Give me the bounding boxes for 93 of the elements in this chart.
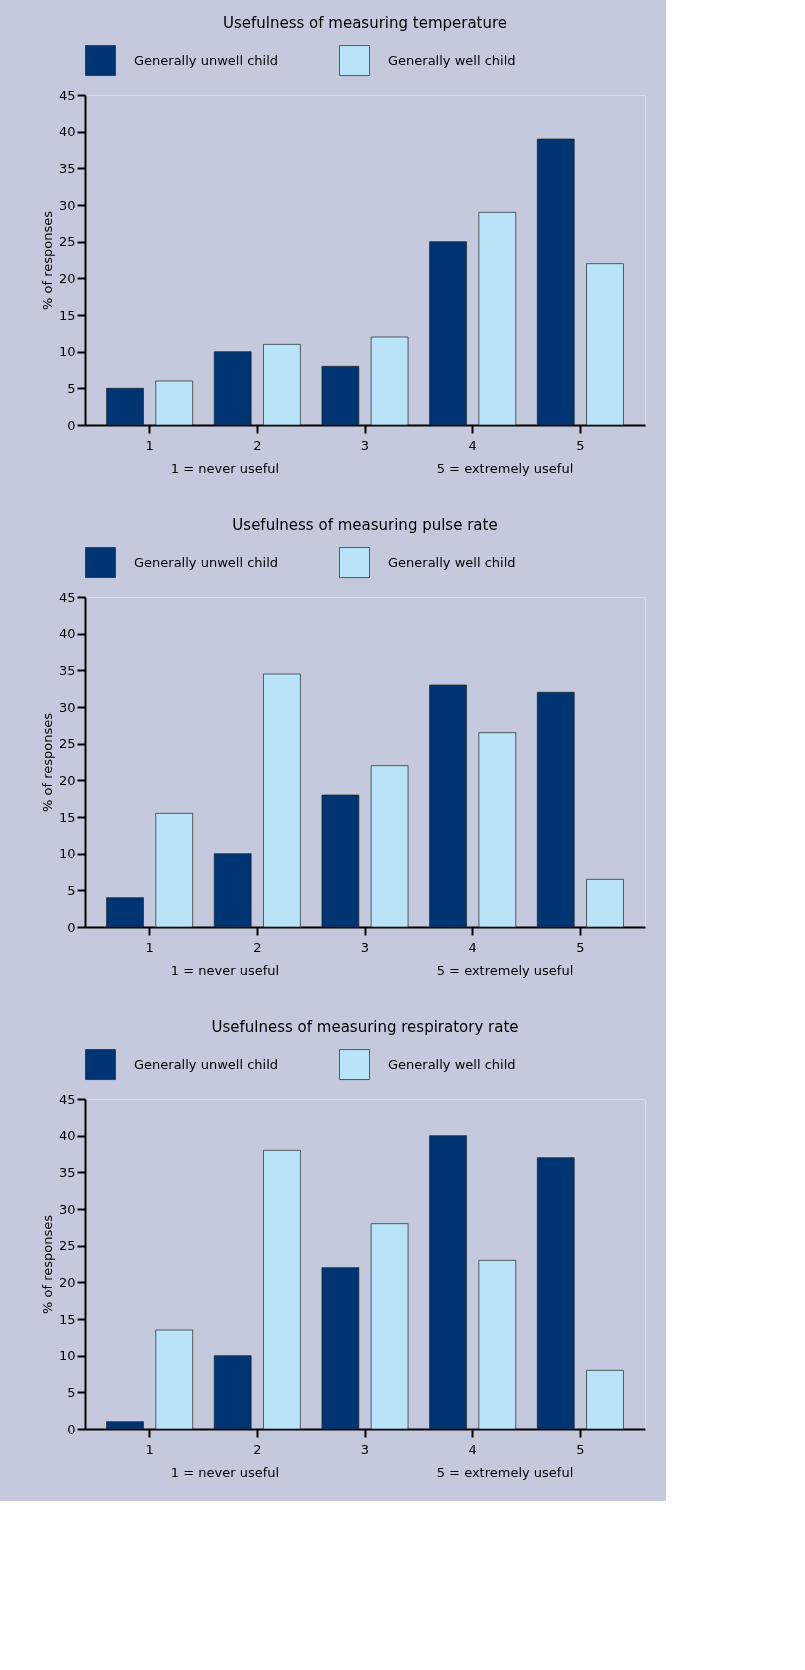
y-tick-label: 15 (58, 1311, 76, 1327)
y-tick-label: 25 (58, 234, 76, 250)
bar (478, 211, 517, 426)
bar (155, 812, 194, 928)
x-tick-label: 2 (253, 437, 262, 453)
bar (370, 1223, 409, 1430)
bar (478, 732, 517, 928)
y-tick-label: 10 (58, 1348, 76, 1364)
legend-label: Generally well child (388, 52, 516, 68)
bar (106, 387, 144, 426)
y-tick-label: 25 (58, 1238, 76, 1254)
x-tick-label: 3 (360, 1441, 370, 1457)
bar (536, 691, 575, 928)
y-tick-label: 35 (58, 662, 76, 678)
bar (370, 765, 409, 928)
y-tick-label: 25 (58, 736, 76, 752)
y-tick-label: 0 (67, 1421, 76, 1437)
y-tick-label: 40 (58, 124, 76, 140)
x-tick-label: 1 (145, 939, 154, 955)
bar (321, 1267, 360, 1430)
bar (586, 1369, 624, 1430)
bar (370, 336, 409, 426)
y-tick-label: 45 (58, 589, 76, 605)
bar (536, 1157, 575, 1430)
legend-label: Generally unwell child (134, 52, 278, 68)
y-axis-title: % of responses (39, 210, 55, 310)
y-tick-label: 35 (58, 160, 76, 176)
y-tick-label: 0 (67, 919, 76, 935)
x-tick-label: 4 (468, 1441, 477, 1457)
legend-label: Generally unwell child (134, 1056, 278, 1072)
bar (263, 343, 301, 426)
bar (263, 673, 301, 928)
y-tick-label: 30 (58, 197, 76, 213)
x-tick-label: 5 (576, 939, 585, 955)
text: 5 = extremely useful (436, 1465, 574, 1480)
y-tick-label: 45 (58, 1091, 76, 1107)
bar (478, 1259, 517, 1430)
bar (106, 897, 144, 928)
y-tick-label: 0 (67, 417, 76, 433)
x-tick-label: 3 (360, 939, 370, 955)
y-tick-label: 5 (67, 1384, 76, 1400)
bar (155, 380, 194, 426)
bar (213, 1355, 252, 1430)
y-tick-label: 40 (58, 1128, 76, 1144)
y-tick-label: 10 (58, 846, 76, 862)
legend-label: Generally well child (388, 554, 516, 570)
y-tick-label: 20 (58, 1274, 76, 1290)
legend-label: Generally well child (388, 1056, 516, 1072)
x-tick-label: 2 (253, 939, 262, 955)
bar (536, 138, 575, 426)
bar (155, 1329, 194, 1430)
bar (213, 351, 252, 426)
y-tick-label: 10 (58, 344, 76, 360)
chart-title: Usefulness of measuring temperature (222, 14, 508, 32)
y-tick-label: 20 (58, 270, 76, 286)
bar (263, 1149, 301, 1430)
x-tick-label: 1 (145, 437, 154, 453)
y-axis-title: % of responses (39, 1214, 55, 1314)
text: 1 = never useful (170, 1465, 280, 1480)
x-tick-label: 5 (576, 437, 585, 453)
bar (321, 365, 360, 426)
bar (429, 684, 467, 928)
x-tick-label: 3 (360, 437, 370, 453)
y-tick-label: 5 (67, 380, 76, 396)
y-tick-label: 40 (58, 626, 76, 642)
y-tick-label: 45 (58, 87, 76, 103)
y-tick-label: 15 (58, 809, 76, 825)
text: 1 = never useful (170, 963, 280, 978)
y-axis-title: % of responses (39, 712, 55, 812)
chart-title: Usefulness of measuring respiratory rate (211, 1018, 519, 1036)
y-tick-label: 5 (67, 882, 76, 898)
x-tick-label: 4 (468, 939, 477, 955)
y-tick-label: 35 (58, 1164, 76, 1180)
x-tick-label: 5 (576, 1441, 585, 1457)
bar (213, 853, 252, 928)
text: 5 = extremely useful (436, 963, 574, 978)
bar (321, 794, 360, 928)
y-tick-label: 30 (58, 699, 76, 715)
text: 5 = extremely useful (436, 461, 574, 476)
x-tick-label: 4 (468, 437, 477, 453)
legend-label: Generally unwell child (134, 554, 278, 570)
bar (586, 878, 624, 928)
y-tick-label: 15 (58, 307, 76, 323)
text: 1 = never useful (170, 461, 280, 476)
x-tick-label: 1 (145, 1441, 154, 1457)
y-tick-label: 20 (58, 772, 76, 788)
chart-title: Usefulness of measuring pulse rate (232, 516, 498, 534)
bar (429, 1135, 467, 1430)
y-tick-label: 30 (58, 1201, 76, 1217)
bar (106, 1421, 144, 1430)
bar (429, 241, 467, 426)
bar (586, 263, 624, 426)
x-tick-label: 2 (253, 1441, 262, 1457)
